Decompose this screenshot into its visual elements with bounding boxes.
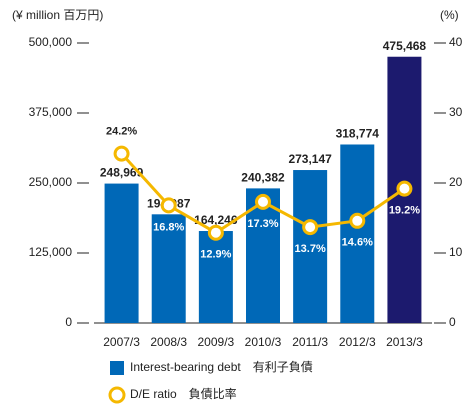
bar-value-label: 318,774 (336, 127, 380, 141)
line-value-label: 14.6% (342, 237, 373, 249)
line-value-label: 16.8% (153, 221, 184, 233)
bar (104, 183, 139, 323)
bar (340, 144, 375, 323)
line-marker (255, 193, 271, 210)
bar (198, 231, 233, 323)
y2-tick-label: 0 (449, 315, 456, 329)
line-marker (207, 224, 224, 241)
line-value-label: 24.2% (106, 126, 137, 138)
y2-tick-label: 30 (449, 105, 463, 119)
x-tick-label: 2009/3 (198, 335, 235, 349)
x-tick-label: 2008/3 (150, 335, 187, 349)
line-marker (302, 219, 319, 236)
x-tick-label: 2012/3 (339, 335, 376, 349)
legend-label: D/E ratio 負債比率 (130, 386, 237, 401)
y-tick-label: 0 (65, 315, 72, 329)
line-value-label: 12.9% (200, 249, 231, 261)
bar (293, 170, 328, 323)
line-value-label: 17.3% (247, 218, 278, 230)
line-marker (160, 197, 177, 214)
y2-tick-label: 10 (449, 245, 463, 259)
x-tick-label: 2011/3 (292, 335, 328, 349)
legend-label: Interest-bearing debt 有利子負債 (130, 359, 313, 374)
bar-value-label: 240,382 (241, 171, 285, 185)
line-marker (396, 180, 413, 197)
y-tick-label: 125,000 (29, 245, 73, 259)
y-tick-label: 250,000 (29, 175, 73, 189)
line-value-label: 13.7% (295, 243, 326, 255)
y2-tick-label: 40 (449, 35, 463, 49)
y2-tick-label: 20 (449, 175, 463, 189)
y-axis-label: (¥ million 百万円) (12, 8, 103, 22)
bar (151, 214, 186, 323)
bar-value-label: 248,969 (100, 166, 144, 180)
x-tick-label: 2007/3 (103, 335, 140, 349)
bar-value-label: 273,147 (288, 152, 332, 166)
line-marker (113, 145, 130, 162)
line-marker (349, 212, 366, 229)
y-tick-label: 500,000 (29, 35, 73, 49)
legend-swatch (108, 386, 126, 404)
line-value-label: 19.2% (389, 205, 420, 217)
y2-axis-label: (%) (440, 8, 459, 22)
x-tick-label: 2010/3 (245, 335, 282, 349)
bar-value-label: 475,468 (383, 39, 427, 53)
legend-swatch (110, 361, 124, 375)
y-tick-label: 375,000 (29, 105, 73, 119)
x-tick-label: 2013/3 (386, 335, 423, 349)
